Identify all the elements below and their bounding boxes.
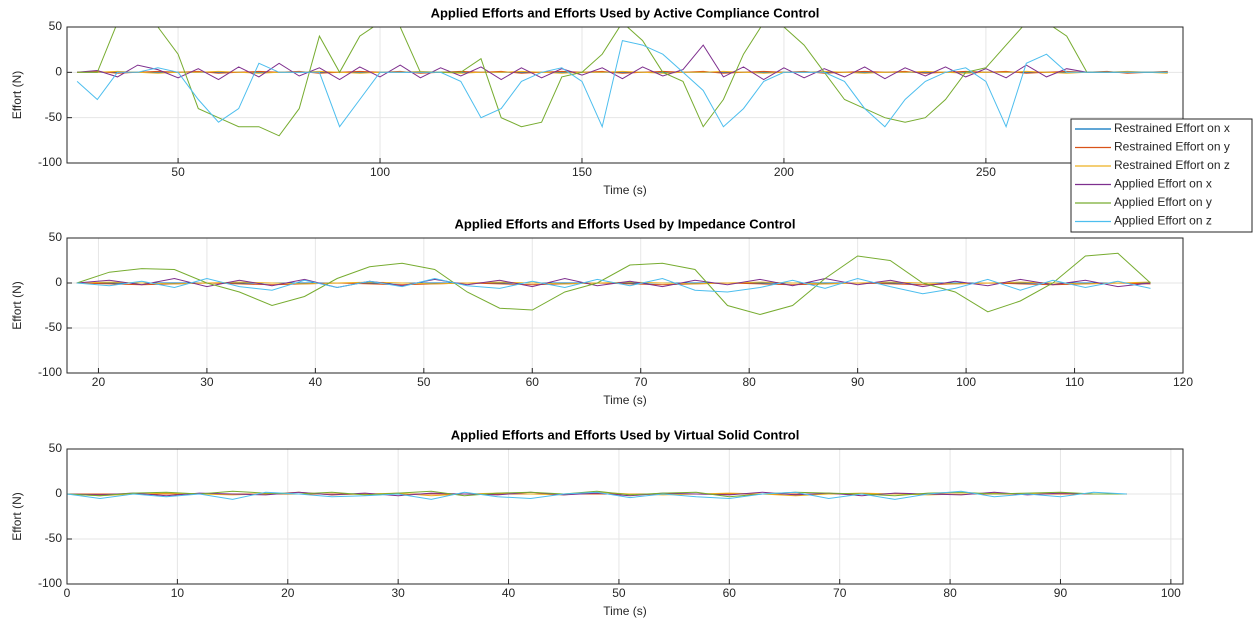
x-tick-label: 60 <box>723 586 737 600</box>
x-tick-label: 200 <box>774 165 794 179</box>
y-tick-label: -100 <box>38 365 62 379</box>
series-line <box>77 27 1168 137</box>
x-tick-label: 30 <box>391 586 405 600</box>
y-tick-label: 0 <box>55 65 62 79</box>
x-tick-label: 120 <box>1173 375 1193 389</box>
x-tick-label: 80 <box>943 586 957 600</box>
y-tick-label: 0 <box>55 275 62 289</box>
chart-title: Applied Efforts and Efforts Used by Acti… <box>431 5 820 20</box>
x-tick-label: 30 <box>200 375 214 389</box>
x-tick-label: 20 <box>92 375 106 389</box>
x-tick-label: 90 <box>1054 586 1068 600</box>
series-line <box>76 40 1168 129</box>
x-axis-label: Time (s) <box>603 604 647 618</box>
y-tick-label: 50 <box>49 230 63 244</box>
x-tick-label: 40 <box>309 375 323 389</box>
series-line <box>76 252 1151 316</box>
x-tick-label: 40 <box>502 586 516 600</box>
legend-label: Applied Effort on y <box>1114 195 1212 209</box>
series-line <box>76 277 1151 295</box>
series-line <box>67 490 1127 500</box>
x-tick-label: 20 <box>281 586 295 600</box>
x-tick-label: 70 <box>833 586 847 600</box>
x-tick-label: 70 <box>634 375 648 389</box>
y-axis-label: Effort (N) <box>10 71 24 119</box>
x-tick-label: 100 <box>956 375 976 389</box>
legend-label: Restrained Effort on z <box>1114 158 1230 172</box>
plot-area <box>67 238 1183 373</box>
legend-label: Restrained Effort on y <box>1114 140 1230 154</box>
x-tick-label: 100 <box>370 165 390 179</box>
y-tick-label: 50 <box>49 441 63 455</box>
x-tick-label: 250 <box>976 165 996 179</box>
x-axis-label: Time (s) <box>603 393 647 407</box>
series-line <box>77 44 1168 81</box>
x-tick-label: 50 <box>171 165 185 179</box>
legend-label: Restrained Effort on x <box>1114 121 1230 135</box>
x-axis-label: Time (s) <box>603 183 647 197</box>
y-tick-label: -50 <box>45 320 63 334</box>
y-tick-label: 0 <box>55 486 62 500</box>
chart-title: Applied Efforts and Efforts Used by Impe… <box>455 216 796 231</box>
y-tick-label: -50 <box>45 531 63 545</box>
y-axis-label: Effort (N) <box>10 281 24 329</box>
x-tick-label: 0 <box>64 586 71 600</box>
x-tick-label: 60 <box>526 375 540 389</box>
x-tick-label: 50 <box>612 586 626 600</box>
x-tick-label: 110 <box>1065 375 1084 389</box>
y-tick-label: -100 <box>38 576 62 590</box>
x-tick-label: 50 <box>417 375 431 389</box>
y-tick-label: -50 <box>45 110 63 124</box>
legend-label: Applied Effort on z <box>1114 214 1212 228</box>
y-tick-label: 50 <box>49 19 63 33</box>
chart-title: Applied Efforts and Efforts Used by Virt… <box>451 427 800 442</box>
x-tick-label: 80 <box>743 375 757 389</box>
x-tick-label: 100 <box>1161 586 1181 600</box>
series-line <box>67 491 1127 497</box>
plot-area <box>67 449 1183 584</box>
plot-frame <box>66 448 1184 585</box>
x-tick-label: 150 <box>572 165 592 179</box>
y-tick-label: -100 <box>38 155 62 169</box>
plot-area <box>67 27 1183 163</box>
x-tick-label: 10 <box>171 586 185 600</box>
legend-label: Applied Effort on x <box>1114 177 1212 191</box>
series-line <box>77 70 1168 74</box>
y-axis-label: Effort (N) <box>10 492 24 540</box>
legend-box <box>1070 118 1253 233</box>
plot-frame <box>66 26 1184 164</box>
plot-frame <box>66 237 1184 374</box>
x-tick-label: 90 <box>851 375 865 389</box>
